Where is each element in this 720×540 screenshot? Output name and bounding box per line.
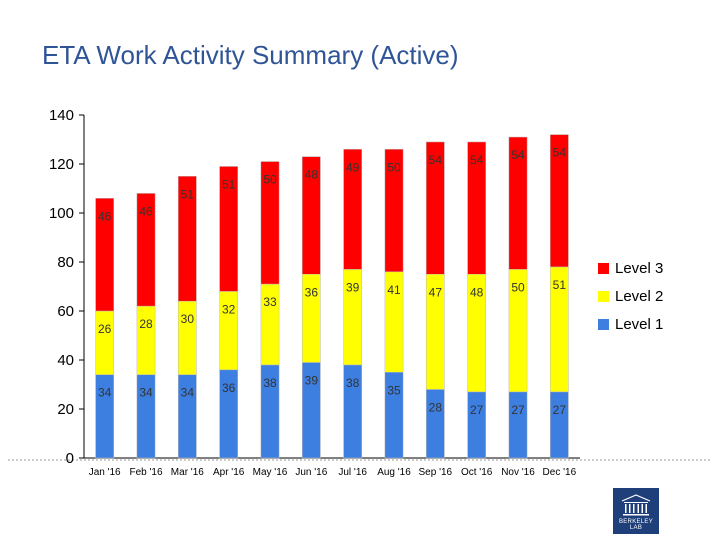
data-label: 39 [346,280,360,294]
x-tick-label: Dec '16 [543,467,577,478]
legend-label: Level 1 [615,315,664,333]
bar-level-3 [343,149,363,270]
legend-item: Level 3 [598,254,663,282]
bars [95,134,569,459]
x-tick-label: Sep '16 [419,467,453,478]
data-label: 41 [387,283,401,297]
bar-level-3 [508,136,528,270]
x-tick-label: Jul '16 [338,467,367,478]
x-tick-label: Feb '16 [129,467,162,478]
data-label: 36 [305,285,319,299]
data-label: 27 [470,403,484,417]
x-tick-label: Jan '16 [89,467,121,478]
x-tick-label: Jun '16 [295,467,327,478]
legend-swatch [598,290,609,302]
data-label: 51 [553,278,567,292]
data-label: 28 [139,317,153,331]
data-label: 34 [98,386,112,400]
bar-level-1 [549,391,569,459]
bar-level-2 [95,310,115,375]
chart-title: ETA Work Activity Summary (Active) [42,40,459,70]
data-label: 50 [387,160,401,174]
data-label: 26 [98,322,112,336]
berkeley-lab-logo: BERKELEY LAB [613,488,659,534]
legend-swatch [598,262,609,274]
bar-level-3 [384,149,404,273]
x-tick-label: Mar '16 [171,467,204,478]
data-label: 50 [511,280,525,294]
bar-level-3 [260,161,280,285]
y-tick-label: 60 [57,303,74,320]
data-label: 34 [139,386,153,400]
bar-level-3 [425,141,445,275]
legend-label: Level 3 [615,259,664,277]
bar-level-3 [467,141,487,275]
data-label: 33 [263,295,277,309]
data-label: 51 [181,187,195,201]
data-label: 46 [139,204,153,218]
legend-swatch [598,318,609,330]
legend-item: Level 1 [598,310,663,338]
y-tick-label: 20 [57,401,74,418]
x-tick-label: Oct '16 [461,467,493,478]
data-label: 47 [429,285,443,299]
data-label: 54 [553,146,567,160]
x-tick-label: Aug '16 [377,467,411,478]
x-axis-ticks: Jan '16 Feb '16 Mar '16 Apr '16 May '16 Jun '… [89,467,577,478]
y-tick-label: 100 [49,205,74,222]
data-label: 48 [470,285,484,299]
y-tick-label: 40 [57,352,74,369]
data-label: 34 [181,386,195,400]
data-label: 48 [305,168,319,182]
data-label: 38 [346,376,360,390]
y-tick-label: 120 [49,156,74,173]
y-axis-ticks: 0 20 40 60 80 100 120 140 [49,107,84,467]
y-tick-label: 0 [66,450,74,467]
data-label: 54 [470,153,484,167]
berkeley-lab-logo-icon [621,494,651,516]
bar-level-1 [508,391,528,459]
bar-level-3 [177,176,197,302]
data-label: 36 [222,381,236,395]
data-label: 49 [346,160,360,174]
legend-label: Level 2 [615,287,664,305]
legend-item: Level 2 [598,282,663,310]
chart-axes [8,115,712,461]
y-tick-label: 140 [49,107,74,124]
x-tick-label: Apr '16 [213,467,245,478]
data-label: 51 [222,177,236,191]
bar-level-3 [549,134,569,268]
data-label: 28 [429,400,443,414]
bar-level-3 [301,156,321,275]
data-label: 30 [181,312,195,326]
bar-level-3 [136,193,156,307]
x-tick-label: Nov '16 [501,467,535,478]
x-tick-label: May '16 [253,467,288,478]
data-label: 39 [305,373,319,387]
data-label: 46 [98,209,112,223]
data-label: 35 [387,383,401,397]
legend: Level 3 Level 2 Level 1 [598,254,663,338]
data-labels: 34 26 46 34 28 46 34 30 51 36 32 51 38 33 50 39 36 48 38 39… [98,146,566,417]
y-tick-label: 80 [57,254,74,271]
data-label: 54 [511,148,525,162]
data-label: 54 [429,153,443,167]
data-label: 38 [263,376,277,390]
data-label: 32 [222,302,236,316]
data-label: 50 [263,173,277,187]
bar-level-3 [95,198,115,312]
bar-level-1 [467,391,487,459]
bar-level-3 [219,166,239,292]
logo-text: BERKELEY LAB [618,519,654,531]
data-label: 27 [553,403,567,417]
data-label: 27 [511,403,525,417]
